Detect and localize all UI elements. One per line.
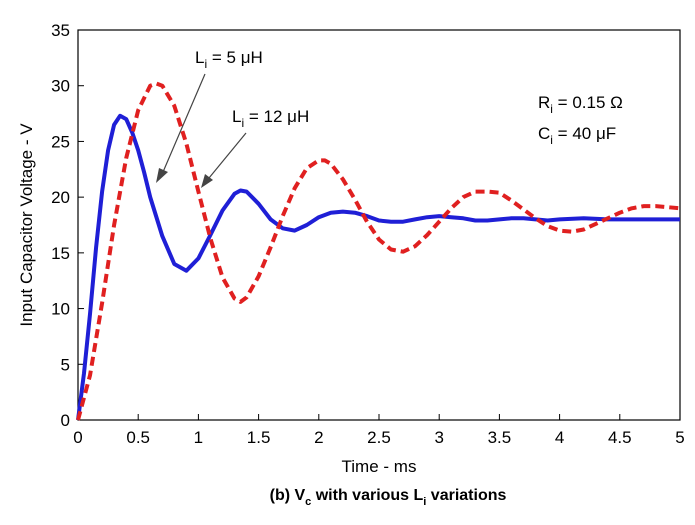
x-axis-title: Time - ms [342,457,417,476]
x-tick-label: 3.5 [488,428,512,447]
x-tick-label: 0 [73,428,82,447]
y-tick-label: 5 [61,355,70,374]
y-tick-label: 30 [51,77,70,96]
arrow-li12 [208,132,247,179]
annotation-ri: Ri = 0.15 Ω [538,93,623,116]
arrowhead-li5 [156,168,168,183]
x-tick-label: 5 [675,428,684,447]
x-axis-ticks: 0 0.5 1 1.5 2 2.5 3 3.5 4 4.5 5 [73,414,685,447]
y-tick-label: 0 [61,411,70,430]
y-tick-label: 35 [51,21,70,40]
x-tick-label: 2 [314,428,323,447]
annotation-li12: Li = 12 μH [232,107,309,130]
y-tick-label: 10 [51,300,70,319]
y-tick-label: 25 [51,132,70,151]
plot-frame [77,29,681,421]
y-axis-ticks: 0 5 10 15 20 25 30 35 [51,21,84,430]
x-tick-label: 0.5 [126,428,150,447]
figure-caption: (b) Vc with various Li variations [270,487,507,508]
series-line-li5 [76,113,680,421]
x-tick-label: 2.5 [367,428,391,447]
arrow-li5 [162,73,206,173]
x-tick-label: 1 [194,428,203,447]
annotation-ci: Ci = 40 μF [538,124,616,147]
x-tick-label: 1.5 [247,428,271,447]
y-axis-title: Input Capacitor Voltage - V [17,123,36,327]
annotation-arrows [156,73,247,188]
x-tick-label: 4 [555,428,564,447]
arrowhead-li12 [201,174,213,188]
x-tick-label: 3 [434,428,443,447]
y-tick-label: 20 [51,188,70,207]
x-tick-label: 4.5 [608,428,632,447]
series-layer [76,81,681,421]
annotation-li5: Li = 5 μH [195,48,263,71]
y-tick-label: 15 [51,244,70,263]
